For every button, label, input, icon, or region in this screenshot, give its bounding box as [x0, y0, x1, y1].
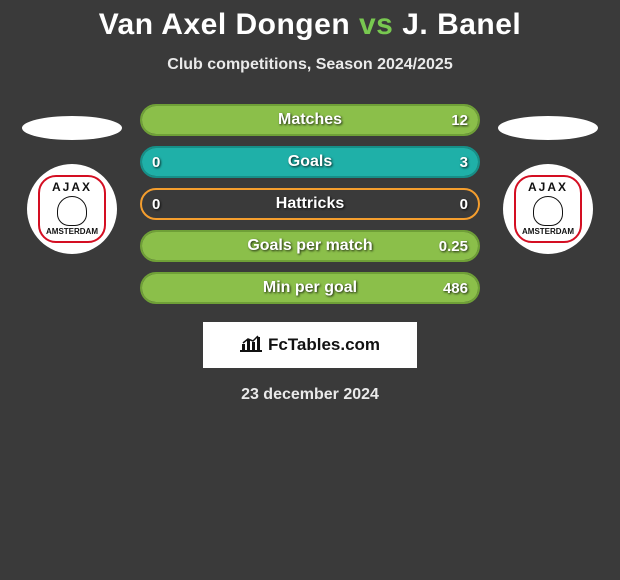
- page-title: Van Axel Dongen vs J. Banel: [0, 8, 620, 42]
- player2-club-badge: AJAX AMSTERDAM: [503, 164, 593, 254]
- club-name-top: AJAX: [528, 181, 568, 194]
- ajax-head-icon: [57, 196, 87, 226]
- left-side: AJAX AMSTERDAM: [22, 104, 122, 254]
- stat-bar: 0 Goals 3: [140, 146, 480, 178]
- stat-value-right: 3: [460, 154, 468, 171]
- stat-label: Min per goal: [263, 279, 357, 297]
- stats-column: Matches 12 0 Goals 3 0 Hattricks 0 Goals per mat…: [140, 104, 480, 304]
- player2-name: J. Banel: [402, 8, 521, 41]
- club-name-bottom: AMSTERDAM: [46, 228, 98, 237]
- subtitle: Club competitions, Season 2024/2025: [0, 56, 620, 74]
- right-side: AJAX AMSTERDAM: [498, 104, 598, 254]
- stat-bar: Min per goal 486: [140, 272, 480, 304]
- stat-label: Hattricks: [276, 195, 344, 213]
- club-name-top: AJAX: [52, 181, 92, 194]
- stat-label: Goals: [288, 153, 332, 171]
- stat-bar: 0 Hattricks 0: [140, 188, 480, 220]
- player1-avatar-placeholder: [22, 116, 122, 140]
- footer-logo[interactable]: FcTables.com: [203, 322, 417, 368]
- footer-brand: FcTables.com: [268, 335, 380, 355]
- date-label: 23 december 2024: [0, 386, 620, 404]
- ajax-badge-icon: AJAX AMSTERDAM: [514, 175, 582, 243]
- club-name-bottom: AMSTERDAM: [522, 228, 574, 237]
- stat-value-right: 0: [460, 196, 468, 213]
- chart-icon: [240, 334, 262, 357]
- comparison-card: Van Axel Dongen vs J. Banel Club competi…: [0, 0, 620, 404]
- stat-bar: Matches 12: [140, 104, 480, 136]
- ajax-head-icon: [533, 196, 563, 226]
- stat-bar: Goals per match 0.25: [140, 230, 480, 262]
- stat-label: Matches: [278, 111, 342, 129]
- stat-label: Goals per match: [247, 237, 372, 255]
- vs-label: vs: [359, 8, 393, 41]
- player2-avatar-placeholder: [498, 116, 598, 140]
- player1-name: Van Axel Dongen: [99, 8, 350, 41]
- stat-value-right: 486: [443, 280, 468, 297]
- ajax-badge-icon: AJAX AMSTERDAM: [38, 175, 106, 243]
- player1-club-badge: AJAX AMSTERDAM: [27, 164, 117, 254]
- stat-value-left: 0: [152, 154, 160, 171]
- stat-value-right: 12: [451, 112, 468, 129]
- main-row: AJAX AMSTERDAM Matches 12 0 Goals 3 0 Hattrick…: [0, 104, 620, 304]
- stat-value-right: 0.25: [439, 238, 468, 255]
- stat-value-left: 0: [152, 196, 160, 213]
